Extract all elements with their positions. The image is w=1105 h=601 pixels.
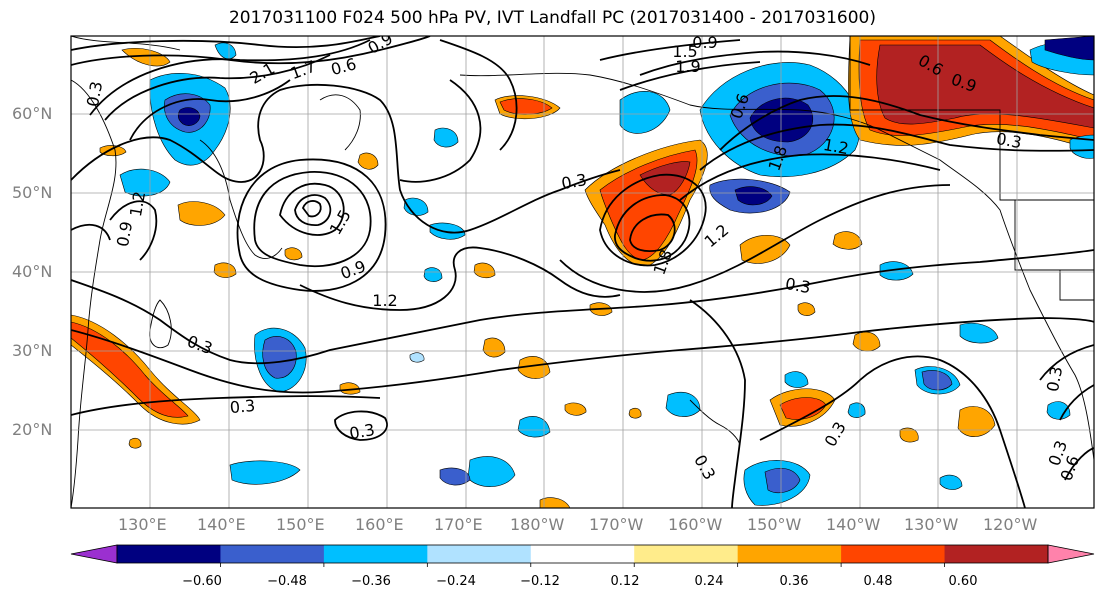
colorbar-tick: −0.24 (436, 574, 476, 589)
colorbar-frame (116, 544, 1049, 564)
colorbar-tick: 0.36 (779, 574, 809, 589)
colorbar-segment (737, 545, 842, 563)
colorbar-tick: 0.48 (863, 574, 893, 589)
colorbar-arrow-right (1047, 544, 1095, 564)
lon-label-180w: 180°W (510, 515, 565, 534)
contour-label: 1.2 (126, 190, 149, 218)
lat-label-50n: 50°N (12, 183, 53, 202)
lon-label-170w: 170°W (589, 515, 644, 534)
contour-label: 1.5 (672, 42, 697, 61)
contour-label: 1.2 (372, 291, 397, 310)
lon-label-140w: 140°W (826, 515, 881, 534)
lon-label-150e: 150°E (276, 515, 325, 534)
pv-contours (71, 36, 1094, 508)
pv-shading (71, 36, 1094, 508)
colorbar-arrow-left (70, 544, 118, 564)
colorbar-segment (841, 545, 946, 563)
colorbar-segment (634, 545, 739, 563)
contour-label: 0.3 (229, 396, 256, 417)
colorbar-tick: 0.24 (694, 574, 724, 589)
contour-label: 0.9 (113, 220, 136, 248)
contour-label: 1.2 (822, 135, 850, 158)
contour-label: 0.3 (348, 420, 376, 443)
colorbar-segment (117, 545, 221, 563)
colorbar-tick: −0.48 (267, 574, 307, 589)
lon-label-140e: 140°E (197, 515, 246, 534)
lon-label-120w: 120°W (983, 515, 1038, 534)
colorbar-segment (530, 545, 635, 563)
map-frame (70, 35, 1095, 509)
contour-label: 0.3 (560, 170, 588, 193)
colorbar-segment (944, 545, 1049, 563)
lon-label-170e: 170°E (434, 515, 483, 534)
contour-label: 0.3 (83, 80, 106, 108)
colorbar-tick: 0.12 (610, 574, 640, 589)
map-title: 2017031100 F024 500 hPa PV, IVT Landfall… (228, 8, 876, 28)
lat-label-40n: 40°N (12, 262, 53, 281)
colorbar-segment (220, 545, 325, 563)
contour-label: 1.9 (675, 57, 700, 76)
lon-label-160e: 160°E (355, 515, 404, 534)
colorbar-tick: −0.12 (520, 574, 560, 589)
contour-label: 0.3 (784, 274, 812, 297)
colorbar-tick: −0.36 (351, 574, 391, 589)
colorbar (70, 544, 1095, 567)
gridlines (71, 36, 1094, 508)
lat-label-30n: 30°N (12, 341, 53, 360)
contour-label: 0.9 (692, 33, 717, 52)
lon-label-130e: 130°E (118, 515, 167, 534)
contour-label: 0.3 (995, 129, 1023, 152)
contour-label: 0.3 (1043, 365, 1066, 393)
lon-label-150w: 150°W (747, 515, 802, 534)
coastlines (71, 36, 1094, 508)
colorbar-tick: −0.60 (182, 574, 222, 589)
lat-label-20n: 20°N (12, 420, 53, 439)
lon-label-160w: 160°W (668, 515, 723, 534)
lat-label-60n: 60°N (12, 104, 53, 123)
lon-label-130w: 130°W (904, 515, 959, 534)
colorbar-segment (427, 545, 532, 563)
colorbar-segment (323, 545, 428, 563)
colorbar-tick: 0.60 (948, 574, 978, 589)
